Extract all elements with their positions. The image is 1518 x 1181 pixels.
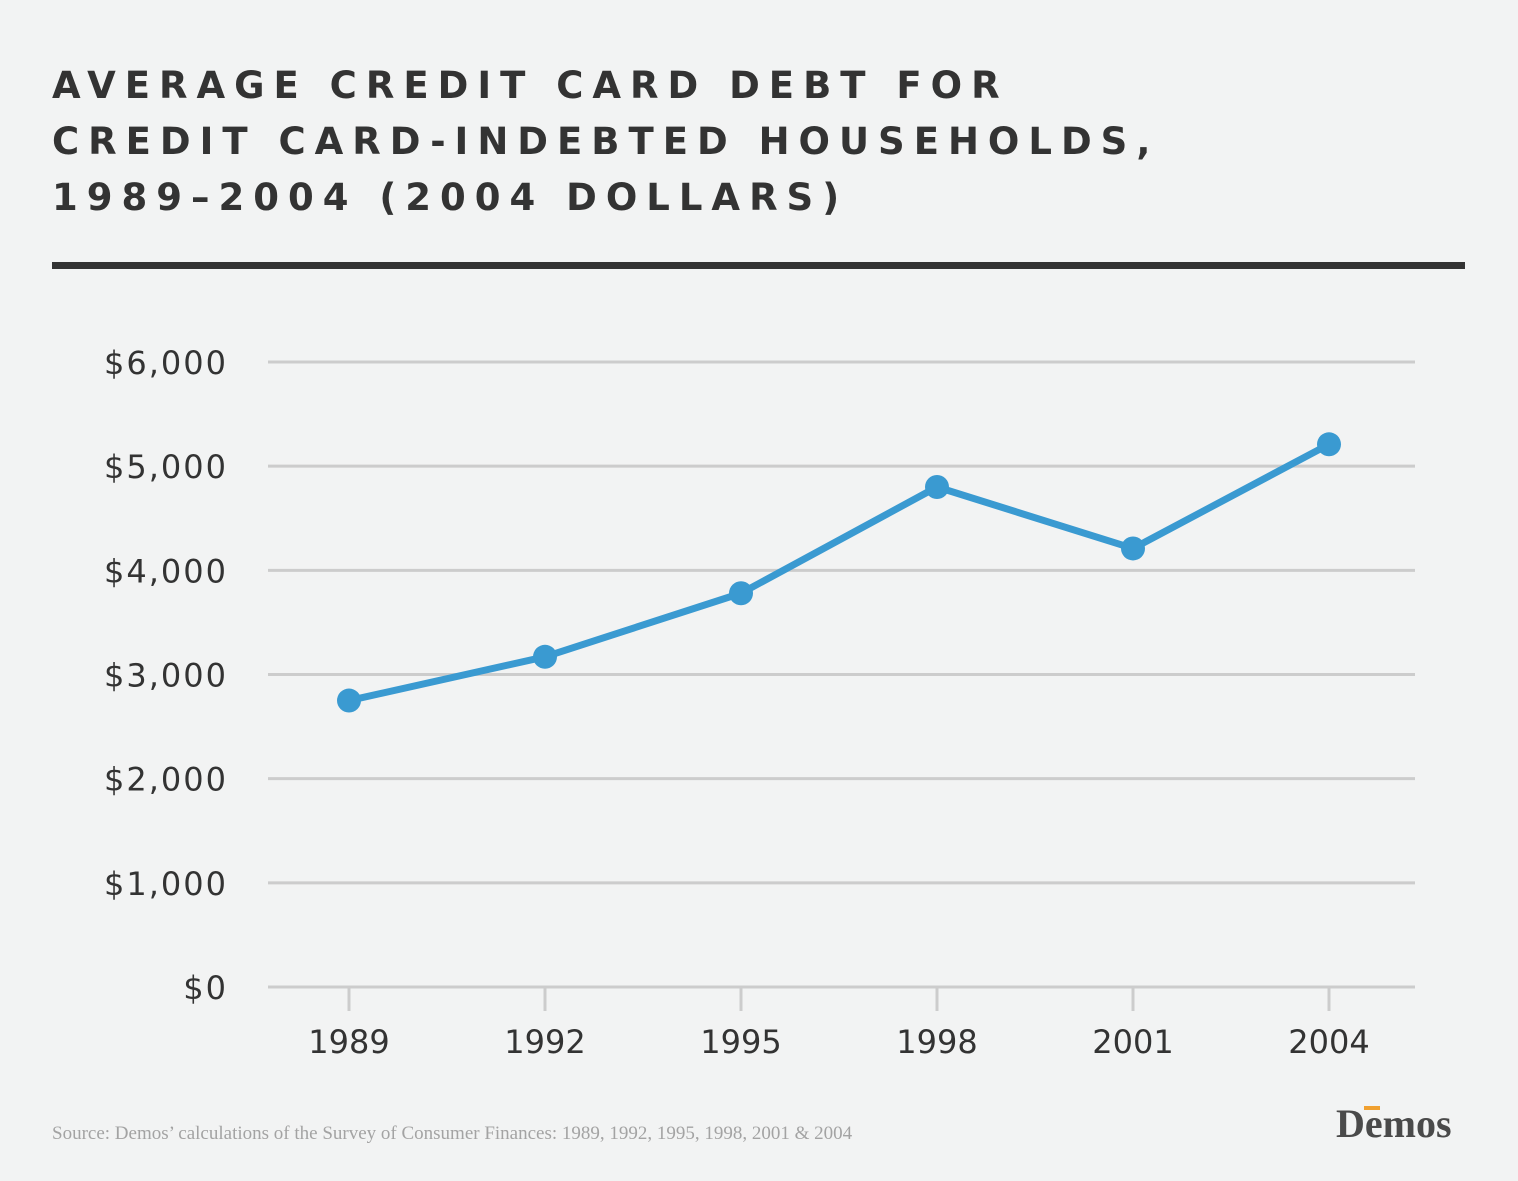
y-tick-label-4: $4,000: [104, 552, 228, 590]
data-point-1989: [337, 688, 361, 713]
data-point-1992: [533, 644, 557, 669]
x-tick-label-5: 2004: [1288, 1023, 1369, 1061]
x-tick-label-3: 1998: [896, 1023, 977, 1061]
chart-title-line-3: 1989–2004 (2004 DOLLARS): [52, 176, 849, 219]
y-tick-label-6: $6,000: [104, 344, 228, 382]
x-tick-label-0: 1989: [308, 1023, 389, 1061]
source-note: Source: Demos’ calculations of the Surve…: [52, 1123, 853, 1144]
y-tick-label-0: $0: [183, 969, 228, 1007]
data-point-1998: [925, 475, 949, 499]
data-point-2004: [1317, 432, 1341, 457]
data-point-1995: [729, 581, 753, 606]
chart-title-line-1: AVERAGE CREDIT CARD DEBT FOR: [52, 64, 1009, 107]
x-tick-label-1: 1992: [504, 1023, 585, 1061]
demos-logo: Demos: [1336, 1101, 1452, 1146]
logo-accent-bar: [1364, 1106, 1380, 1110]
y-tick-label-2: $2,000: [104, 761, 228, 799]
x-tick-label-4: 2001: [1092, 1023, 1173, 1061]
y-tick-label-3: $3,000: [104, 657, 228, 695]
y-tick-label-5: $5,000: [104, 448, 228, 486]
title-divider: [52, 262, 1465, 269]
chart-title-line-2: CREDIT CARD-INDEBTED HOUSEHOLDS,: [52, 120, 1160, 163]
y-tick-label-1: $1,000: [104, 865, 228, 903]
x-tick-label-2: 1995: [700, 1023, 781, 1061]
data-point-2001: [1121, 536, 1145, 561]
series-line-0: [345, 440, 1333, 705]
chart-title: AVERAGE CREDIT CARD DEBT FOR CREDIT CARD…: [52, 58, 1472, 226]
